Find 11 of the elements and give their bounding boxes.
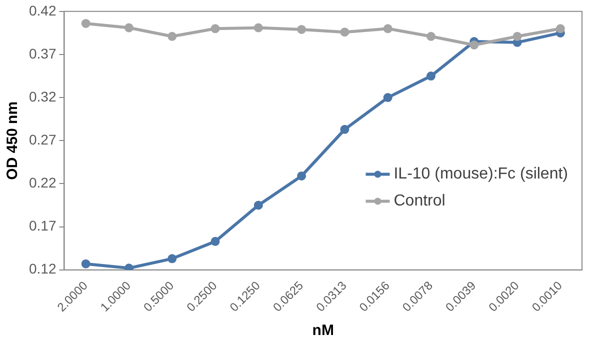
y-tick-label: 0.27 — [29, 131, 56, 148]
y-tick-label: 0.32 — [29, 88, 56, 104]
legend-label: Control — [394, 192, 446, 210]
y-tick-label: 0.42 — [29, 2, 56, 18]
y-tick-label: 0.12 — [29, 260, 56, 277]
x-axis-title: nM — [312, 322, 334, 340]
y-tick-label: 0.22 — [29, 174, 56, 191]
legend-label: IL-10 (mouse):Fc (silent) — [394, 166, 568, 183]
y-tick-label: 0.17 — [29, 218, 56, 234]
y-axis-title: OD 450 nm — [4, 101, 22, 180]
y-tick-label: 0.37 — [29, 45, 56, 62]
